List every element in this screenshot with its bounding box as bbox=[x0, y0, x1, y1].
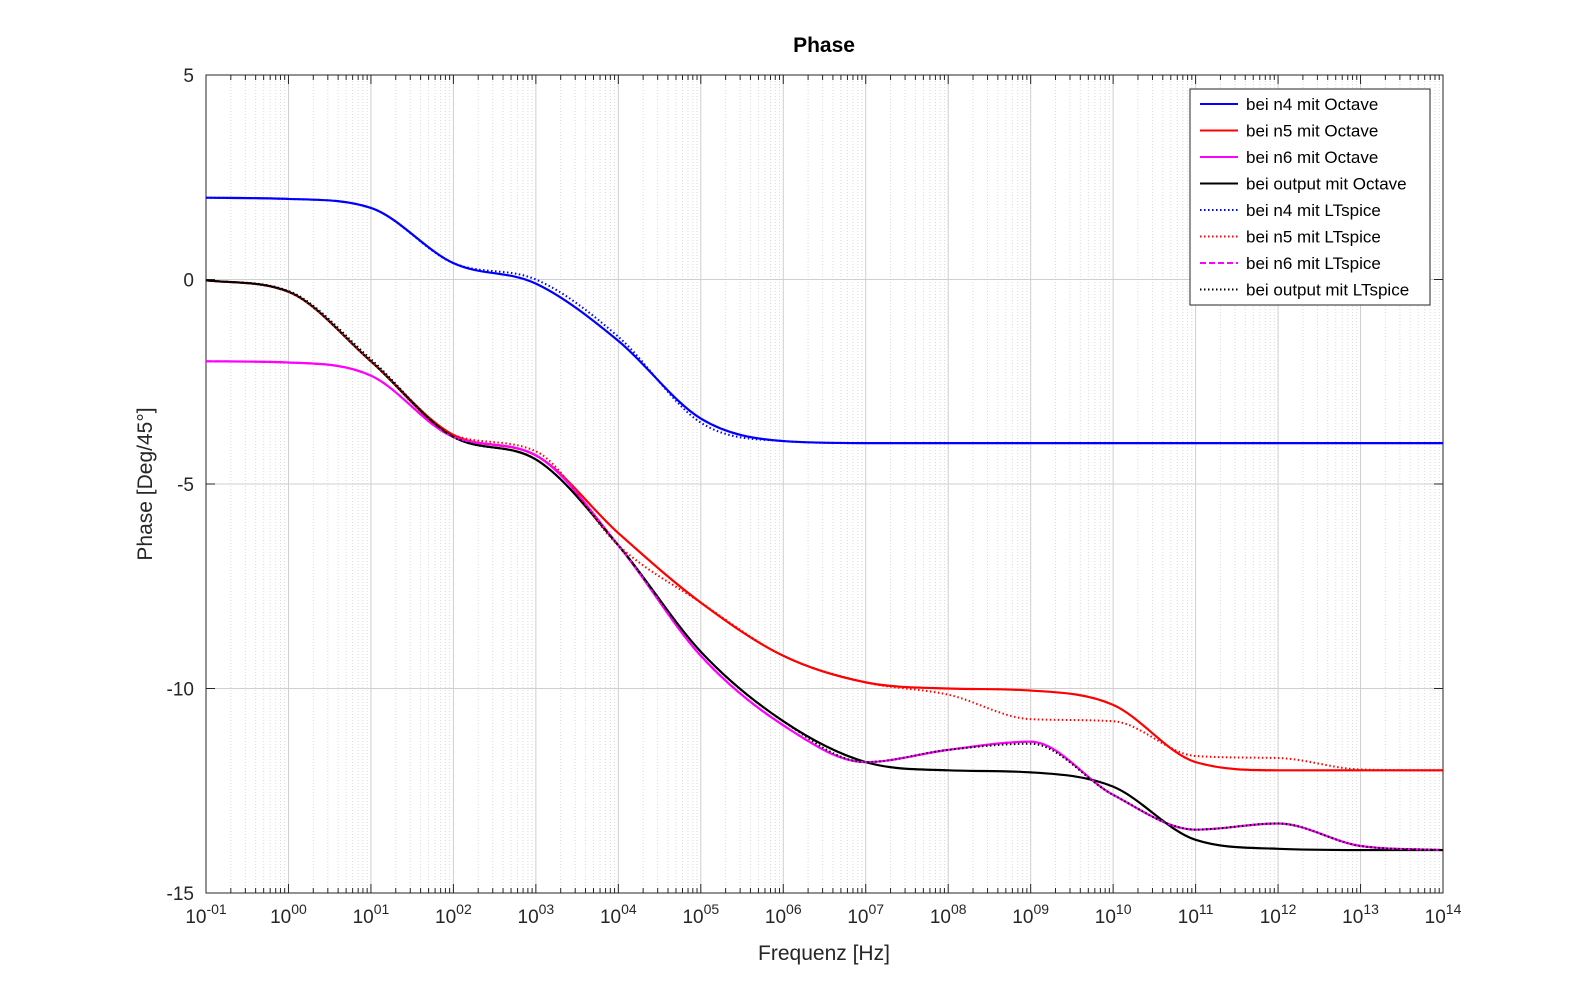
x-tick-label: 1009 bbox=[1012, 901, 1049, 928]
y-tick-labels: 5 0 -5 -10 -15 bbox=[167, 66, 194, 905]
y-tick-label: -5 bbox=[177, 475, 194, 496]
x-tick-label: 10-01 bbox=[185, 901, 227, 928]
series-line-bei-output-mit-ltspice bbox=[205, 279, 1444, 852]
x-tick-label: 1003 bbox=[518, 901, 555, 928]
y-axis-label: Phase [Deg/45°] bbox=[134, 407, 157, 560]
legend-label: bei n5 mit LTspice bbox=[1246, 228, 1381, 247]
x-tick-label: 1006 bbox=[765, 901, 802, 928]
legend-label: bei n4 mit LTspice bbox=[1246, 201, 1381, 220]
series-layer bbox=[205, 196, 1444, 852]
x-tick-label: 1005 bbox=[682, 901, 719, 928]
x-tick-label: 1014 bbox=[1425, 901, 1462, 928]
legend-label: bei n6 mit Octave bbox=[1246, 148, 1378, 167]
x-tick-label: 1008 bbox=[930, 901, 967, 928]
series-line-bei-n4-mit-ltspice bbox=[205, 196, 1443, 445]
chart-title: Phase bbox=[793, 34, 855, 57]
legend-label: bei output mit Octave bbox=[1246, 175, 1407, 194]
axis-ticks bbox=[205, 74, 1444, 894]
x-tick-label: 1012 bbox=[1260, 901, 1297, 928]
x-tick-label: 1001 bbox=[353, 901, 390, 928]
legend-label: bei n6 mit LTspice bbox=[1246, 254, 1381, 273]
y-tick-label: -10 bbox=[167, 680, 194, 701]
legend-label: bei n5 mit Octave bbox=[1246, 122, 1378, 141]
legend-label: bei n4 mit Octave bbox=[1246, 95, 1378, 114]
x-tick-label: 1000 bbox=[270, 901, 307, 928]
x-axis-label: Frequenz [Hz] bbox=[758, 942, 890, 965]
legend-label: bei output mit LTspice bbox=[1246, 281, 1409, 300]
y-tick-label: -15 bbox=[167, 884, 194, 905]
legend: bei n4 mit Octave bei n5 mit Octave bei n6… bbox=[1189, 88, 1431, 306]
y-tick-label: 0 bbox=[183, 271, 194, 292]
x-tick-label: 1010 bbox=[1095, 901, 1132, 928]
legend-items: bei n4 mit Octave bei n5 mit Octave bei n6… bbox=[1200, 95, 1409, 300]
x-tick-labels: 10-01 1000 1001 1002 1003 1004 1005 1006 1007 100… bbox=[185, 901, 1461, 928]
series-line-bei-n6-mit-ltspice bbox=[205, 360, 1444, 852]
legend-box bbox=[1189, 88, 1431, 306]
x-tick-label: 1007 bbox=[847, 901, 884, 928]
y-tick-label: 5 bbox=[183, 66, 194, 87]
x-tick-label: 1013 bbox=[1342, 901, 1379, 928]
x-tick-label: 1004 bbox=[600, 901, 637, 928]
x-tick-label: 1002 bbox=[435, 901, 472, 928]
x-tick-label: 1011 bbox=[1178, 901, 1214, 928]
